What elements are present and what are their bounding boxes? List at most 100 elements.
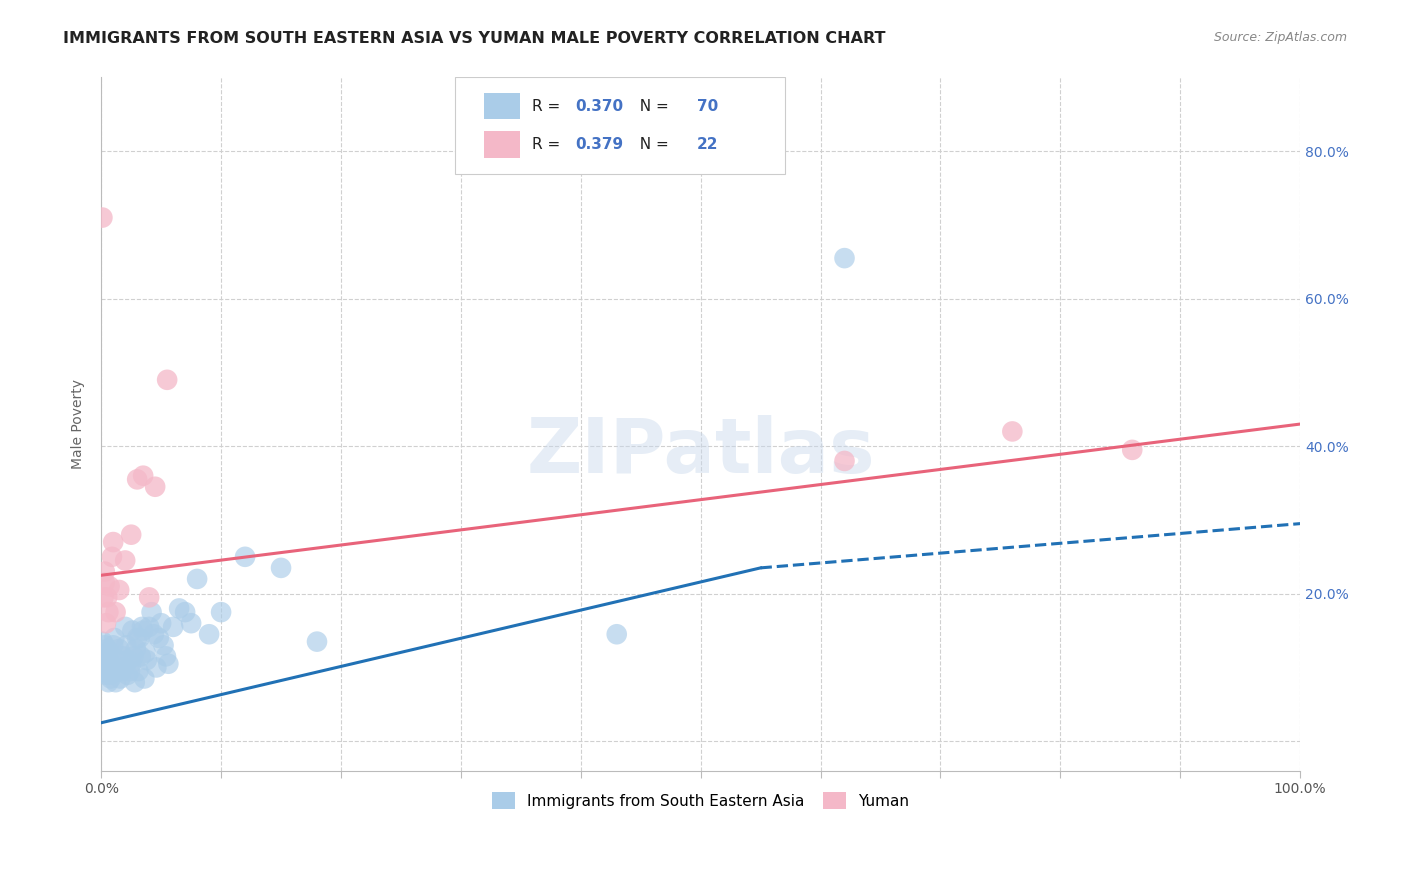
Point	[103, 664, 125, 678]
Point	[98, 646, 121, 660]
Point	[110, 664, 132, 678]
Point	[233, 549, 256, 564]
Point	[103, 638, 125, 652]
Point	[270, 561, 292, 575]
Point	[143, 627, 166, 641]
Point	[198, 627, 221, 641]
Text: N =: N =	[630, 136, 673, 152]
Point	[124, 675, 146, 690]
Point	[91, 649, 114, 664]
Point	[155, 649, 177, 664]
Point	[138, 620, 160, 634]
Point	[167, 601, 190, 615]
Point	[131, 620, 153, 634]
Point	[104, 605, 127, 619]
Point	[111, 649, 134, 664]
Point	[127, 472, 149, 486]
Point	[156, 373, 179, 387]
Point	[115, 638, 138, 652]
Point	[209, 605, 232, 619]
Point	[94, 616, 117, 631]
FancyBboxPatch shape	[484, 131, 520, 158]
Point	[1001, 425, 1024, 439]
Point	[93, 657, 115, 671]
Point	[120, 527, 142, 541]
Point	[174, 605, 197, 619]
Text: 0.370: 0.370	[575, 99, 623, 113]
Point	[132, 624, 155, 638]
Point	[150, 616, 173, 631]
Point	[148, 631, 170, 645]
Point	[94, 668, 117, 682]
Point	[107, 653, 129, 667]
Point	[96, 591, 118, 605]
Point	[97, 653, 120, 667]
Point	[186, 572, 208, 586]
Point	[110, 672, 132, 686]
Point	[105, 664, 128, 678]
Point	[97, 605, 120, 619]
Point	[135, 653, 157, 667]
Point	[104, 675, 127, 690]
Point	[100, 664, 122, 678]
Point	[125, 642, 148, 657]
Point	[98, 579, 121, 593]
Point	[606, 627, 628, 641]
Point	[138, 591, 160, 605]
Point	[100, 672, 122, 686]
Point	[135, 646, 157, 660]
Text: N =: N =	[630, 99, 673, 113]
Point	[114, 553, 136, 567]
Point	[162, 620, 184, 634]
FancyBboxPatch shape	[456, 78, 785, 175]
Point	[108, 582, 131, 597]
Text: Source: ZipAtlas.com: Source: ZipAtlas.com	[1213, 31, 1347, 45]
Text: R =: R =	[531, 136, 565, 152]
Text: IMMIGRANTS FROM SOUTH EASTERN ASIA VS YUMAN MALE POVERTY CORRELATION CHART: IMMIGRANTS FROM SOUTH EASTERN ASIA VS YU…	[63, 31, 886, 46]
Point	[94, 649, 117, 664]
Point	[128, 631, 150, 645]
Point	[127, 664, 149, 678]
Point	[141, 605, 163, 619]
Point	[94, 638, 117, 652]
Point	[120, 657, 142, 671]
Point	[101, 549, 124, 564]
Point	[305, 634, 328, 648]
Y-axis label: Male Poverty: Male Poverty	[72, 379, 86, 469]
Point	[96, 657, 118, 671]
Point	[122, 649, 145, 664]
Point	[129, 649, 152, 664]
Point	[112, 660, 135, 674]
Point	[91, 211, 114, 225]
Point	[117, 668, 139, 682]
Point	[97, 675, 120, 690]
Point	[94, 664, 117, 678]
Point	[1121, 442, 1143, 457]
Point	[93, 646, 115, 660]
Point	[93, 653, 115, 667]
Point	[127, 631, 149, 645]
Text: 70: 70	[697, 99, 718, 113]
Point	[157, 657, 180, 671]
Point	[180, 616, 202, 631]
Point	[93, 591, 115, 605]
Point	[145, 660, 167, 674]
Point	[834, 454, 856, 468]
Point	[103, 631, 125, 645]
Point	[121, 624, 143, 638]
Point	[91, 634, 114, 648]
Legend: Immigrants from South Eastern Asia, Yuman: Immigrants from South Eastern Asia, Yuma…	[486, 786, 915, 815]
Text: R =: R =	[531, 99, 565, 113]
Point	[101, 660, 124, 674]
Point	[132, 468, 155, 483]
Point	[94, 660, 117, 674]
Point	[98, 668, 121, 682]
Point	[118, 653, 141, 667]
Point	[118, 664, 141, 678]
Point	[834, 251, 856, 265]
Text: 0.379: 0.379	[575, 136, 623, 152]
Point	[143, 480, 166, 494]
Point	[134, 672, 156, 686]
Point	[96, 642, 118, 657]
Text: ZIPatlas: ZIPatlas	[526, 415, 875, 489]
